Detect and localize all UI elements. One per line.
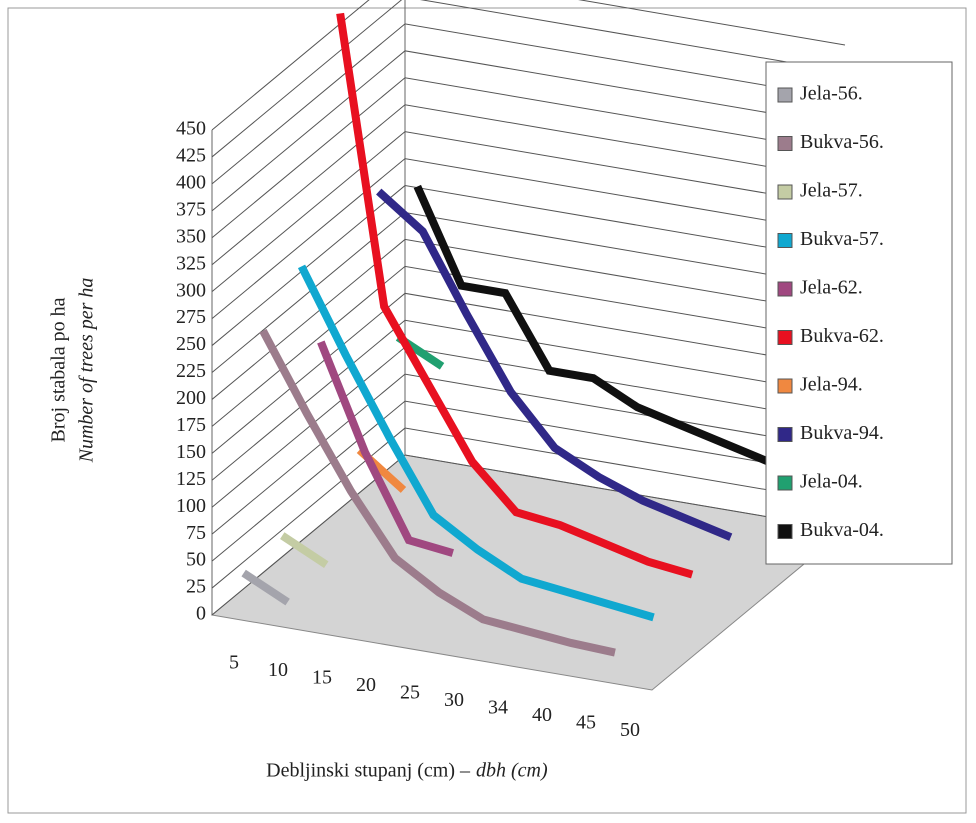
series-line	[280, 532, 329, 569]
y-tick-label: 100	[176, 495, 206, 517]
grid-line	[211, 373, 846, 535]
series-line	[317, 340, 454, 557]
legend-label: Bukva-57.	[800, 228, 884, 250]
series-line	[413, 184, 815, 485]
grid-line	[211, 0, 846, 158]
x-tick-label: 40	[532, 704, 552, 726]
legend	[765, 61, 953, 565]
y-tick-label: 200	[176, 387, 206, 409]
grid-line	[211, 185, 846, 346]
grid-line	[211, 158, 846, 319]
x-tick-label: 45	[576, 711, 596, 733]
y-tick-label: 150	[176, 441, 206, 463]
grid-line	[211, 50, 846, 212]
x-tick-label: 34	[488, 696, 508, 718]
x-tick-label: 10	[268, 659, 288, 681]
x-axis-title-italic: dbh (cm)	[476, 760, 548, 782]
series-line	[297, 264, 655, 622]
grid-line	[211, 23, 846, 185]
legend-swatch	[777, 378, 793, 394]
series-line	[376, 188, 733, 541]
y-axis-title: Broj stabala po ha	[48, 297, 70, 442]
grid-line	[211, 0, 846, 131]
grid-line	[211, 427, 846, 589]
legend-label: Jela-57.	[800, 180, 863, 202]
grid-line	[211, 400, 846, 562]
y-tick-label: 125	[176, 468, 206, 490]
legend-label: Jela-94.	[800, 374, 863, 396]
x-axis-title: Debljinski stupanj (cm) –	[266, 760, 471, 782]
legend-label: Jela-62.	[800, 277, 863, 299]
grid-line	[211, 319, 846, 481]
legend-label: Bukva-62.	[800, 325, 884, 347]
legend-label: Bukva-04.	[800, 519, 884, 541]
legend-swatch	[777, 524, 793, 539]
grid-line	[211, 238, 846, 400]
legend-swatch	[777, 475, 793, 491]
x-tick-label: 50	[620, 719, 640, 741]
y-tick-label: 175	[176, 414, 206, 436]
y-tick-label: 250	[176, 333, 206, 355]
x-tick-label: 5	[229, 651, 239, 673]
grid-line	[211, 104, 846, 266]
grid-line	[211, 131, 846, 293]
grid-line	[211, 77, 846, 239]
plot	[210, 0, 847, 691]
legend-swatch	[777, 136, 793, 151]
y-tick-label: 400	[176, 171, 206, 193]
series-line	[241, 569, 290, 606]
y-tick-label: 325	[176, 252, 206, 274]
y-tick-label: 275	[176, 306, 206, 328]
y-tick-label: 25	[186, 576, 206, 598]
x-tick-label: 15	[312, 666, 332, 688]
legend-label: Jela-56.	[800, 83, 863, 105]
y-tick-label: 375	[176, 198, 206, 220]
y-tick-label: 0	[196, 603, 206, 625]
series-line	[259, 328, 616, 657]
y-axis-title-italic: Number of trees per ha	[76, 278, 98, 464]
y-tick-label: 50	[186, 549, 206, 571]
grid-line	[211, 292, 846, 454]
y-tick-label: 450	[176, 118, 206, 140]
legend-swatch	[777, 330, 793, 345]
y-tick-label: 300	[176, 279, 206, 301]
legend-label: Jela-04.	[800, 471, 863, 493]
x-tick-label: 25	[400, 681, 420, 703]
series-line	[336, 12, 694, 579]
y-tick-label: 425	[176, 145, 206, 167]
legend-label: Bukva-56.	[800, 131, 884, 153]
grid-line	[211, 454, 846, 616]
x-tick-label: 20	[356, 674, 376, 696]
legend-swatch	[777, 281, 793, 297]
y-tick-label: 75	[186, 522, 206, 544]
y-tick-label: 225	[176, 360, 206, 382]
legend-swatch	[777, 87, 793, 103]
legend-swatch	[777, 427, 793, 442]
y-tick-label: 350	[176, 225, 206, 247]
grid-line	[211, 265, 846, 427]
x-tick-label: 30	[444, 689, 464, 711]
legend-swatch	[777, 233, 793, 248]
legend-label: Bukva-94.	[800, 422, 884, 444]
legend-swatch	[777, 184, 793, 200]
